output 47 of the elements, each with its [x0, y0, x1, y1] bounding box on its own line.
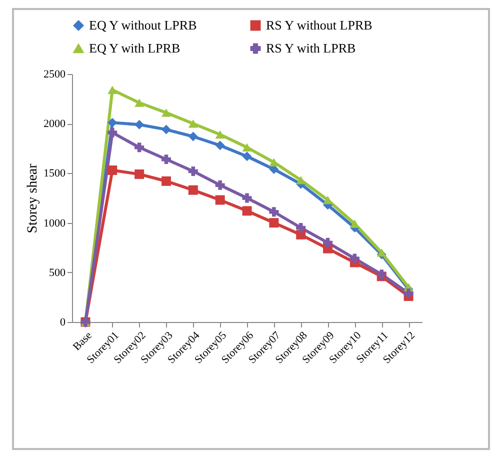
point — [242, 193, 252, 203]
legend-label: RS Y with LPRB — [266, 40, 356, 56]
point — [296, 230, 306, 240]
point — [404, 288, 414, 298]
point — [188, 119, 198, 128]
point — [161, 124, 171, 134]
legend-label: EQ Y with LPRB — [89, 40, 180, 56]
point — [161, 176, 171, 186]
point — [134, 120, 144, 130]
point — [269, 158, 279, 166]
point — [161, 154, 171, 164]
point — [242, 143, 252, 152]
point — [108, 165, 118, 175]
y-tick-label: 2000 — [44, 118, 66, 130]
point — [134, 169, 144, 179]
point — [188, 132, 198, 142]
point — [108, 128, 118, 138]
point — [215, 140, 225, 150]
legend-label: RS Y without LPRB — [266, 18, 373, 33]
point — [376, 248, 386, 257]
y-tick-label: 0 — [60, 316, 66, 328]
point — [108, 118, 118, 128]
point — [296, 223, 306, 233]
point — [269, 218, 279, 228]
point — [188, 185, 198, 195]
point — [323, 238, 333, 248]
point — [215, 180, 225, 190]
point — [108, 86, 118, 94]
point — [188, 166, 198, 176]
point — [134, 98, 144, 107]
point — [215, 130, 225, 139]
y-axis-title: Storey shear — [26, 163, 40, 234]
point — [242, 206, 252, 216]
y-tick-label: 500 — [49, 266, 66, 279]
legend-label: EQ Y without LPRB — [89, 18, 198, 33]
point — [296, 176, 306, 184]
y-tick-label: 1500 — [44, 168, 66, 180]
point — [161, 108, 171, 117]
y-tick-label: 1000 — [44, 217, 66, 230]
y-tick-label: 2500 — [44, 68, 66, 80]
point — [323, 196, 333, 204]
point — [215, 195, 225, 205]
point — [269, 207, 279, 217]
point — [350, 220, 360, 228]
point — [134, 142, 144, 152]
point — [242, 152, 252, 162]
point — [350, 254, 360, 264]
